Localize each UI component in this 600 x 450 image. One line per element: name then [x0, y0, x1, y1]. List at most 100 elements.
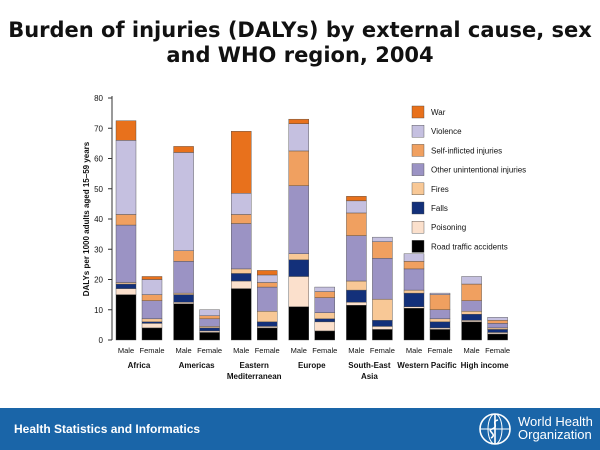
bar-segment [257, 327, 278, 341]
group-label: Europe [298, 361, 326, 370]
chart-title-line1: Burden of injuries (DALYs) by external c… [8, 18, 592, 42]
who-logo-line2: Organization [518, 427, 592, 442]
bar-segment [230, 193, 252, 215]
bar-segment [173, 292, 194, 295]
bar-segment [429, 329, 451, 341]
who-logo-text: World Health Organization [518, 415, 593, 441]
bar-segment [141, 318, 163, 323]
bar-segment [115, 294, 137, 341]
bar-segment [141, 321, 163, 324]
bar-segment [314, 297, 335, 313]
bar-segment [314, 286, 335, 292]
who-emblem-icon [479, 413, 511, 445]
chart-title-line2: and WHO region, 2004 [166, 43, 434, 67]
bar-segment [230, 214, 252, 224]
x-tick-label: Male [463, 346, 479, 355]
y-tick-label: 0 [99, 336, 104, 345]
bar-segment [115, 288, 137, 295]
bar-segment [461, 276, 482, 285]
bar-segment [314, 330, 335, 341]
bar-segment [257, 311, 278, 323]
bar-segment [141, 323, 163, 329]
group-label: South-East [348, 361, 391, 370]
bar-segment [173, 146, 194, 153]
bar-segment [288, 150, 309, 186]
bar-segment [487, 323, 508, 329]
legend-swatch [411, 105, 425, 119]
legend-label: Other unintentional injuries [431, 166, 526, 175]
bar-segment [314, 318, 335, 323]
bar-segment [487, 327, 508, 330]
group-label: Eastern [240, 361, 269, 370]
x-tick-label: Female [312, 346, 337, 355]
bar-segment [403, 306, 425, 309]
bar-segment [372, 320, 393, 327]
bar-segment [141, 279, 163, 295]
x-tick-label: Female [370, 346, 395, 355]
bar-segment [461, 320, 482, 323]
legend-swatch [411, 240, 425, 253]
bar-segment [372, 298, 393, 321]
legend-swatch [411, 124, 425, 138]
bar-segment [314, 321, 335, 332]
bar-segment [288, 123, 309, 152]
bar-segment [372, 241, 393, 259]
bar-segment [372, 258, 393, 300]
stacked-bar-chart: 0 10 20 30 40 50 60 70 80 DALYs per 1000 adults a… [82, 94, 526, 381]
bar-segment [257, 286, 278, 312]
x-tick-label: Female [255, 346, 280, 355]
y-tick-label: 60 [94, 155, 103, 164]
bar-segment [461, 321, 482, 341]
bar-segment [487, 320, 508, 324]
bar-segment [230, 288, 252, 341]
y-tick-label: 40 [94, 215, 103, 224]
bar-segment [403, 289, 425, 294]
x-tick-label: Male [406, 346, 422, 355]
legend-label: War [431, 108, 446, 117]
bar-segment [199, 326, 220, 329]
legend-swatch [411, 144, 425, 157]
y-tick-label: 50 [94, 185, 103, 194]
y-tick-label: 10 [94, 306, 103, 315]
group-label: Americas [179, 361, 216, 370]
bar-segment [257, 282, 278, 288]
bar-segment [257, 274, 278, 283]
bar-segment [173, 301, 194, 304]
bar-segment [314, 312, 335, 320]
bar-segment [199, 309, 220, 317]
bar-segment [346, 301, 367, 306]
x-tick-label: Male [291, 346, 307, 355]
bar-segment [199, 332, 220, 341]
bar-segment [461, 283, 482, 301]
bar-segment [257, 326, 278, 329]
legend-swatch [411, 182, 425, 196]
bar-segment [115, 140, 137, 215]
x-tick-label: Male [118, 346, 134, 355]
bar-segment [115, 214, 137, 226]
legend-label: Violence [431, 127, 462, 136]
group-label: Western Pacific [397, 361, 457, 370]
group-label: Africa [128, 361, 151, 370]
bar-segment [288, 276, 309, 307]
x-tick-label: Male [348, 346, 364, 355]
bar-segment [429, 318, 451, 323]
bar-segment [429, 321, 451, 329]
bar-segment [199, 318, 220, 327]
bar-segment [346, 280, 367, 291]
x-tick-label: Female [197, 346, 222, 355]
bar-segment [346, 235, 367, 282]
bar-segment [346, 196, 367, 202]
x-tick-label: Male [175, 346, 191, 355]
bar-segment [487, 317, 508, 321]
legend-swatch [411, 163, 425, 176]
legend-label: Self-inflicted injuries [431, 146, 502, 155]
bar-segment [288, 253, 309, 261]
bar-segment [372, 326, 393, 330]
legend-label: Poisoning [431, 223, 466, 232]
bar-segment [346, 305, 367, 341]
y-tick-label: 30 [94, 245, 103, 254]
bar-segment [487, 333, 508, 341]
bar-segment [141, 300, 163, 320]
group-label: Asia [361, 372, 378, 381]
footer-division-text: Health Statistics and Informatics [14, 422, 201, 436]
